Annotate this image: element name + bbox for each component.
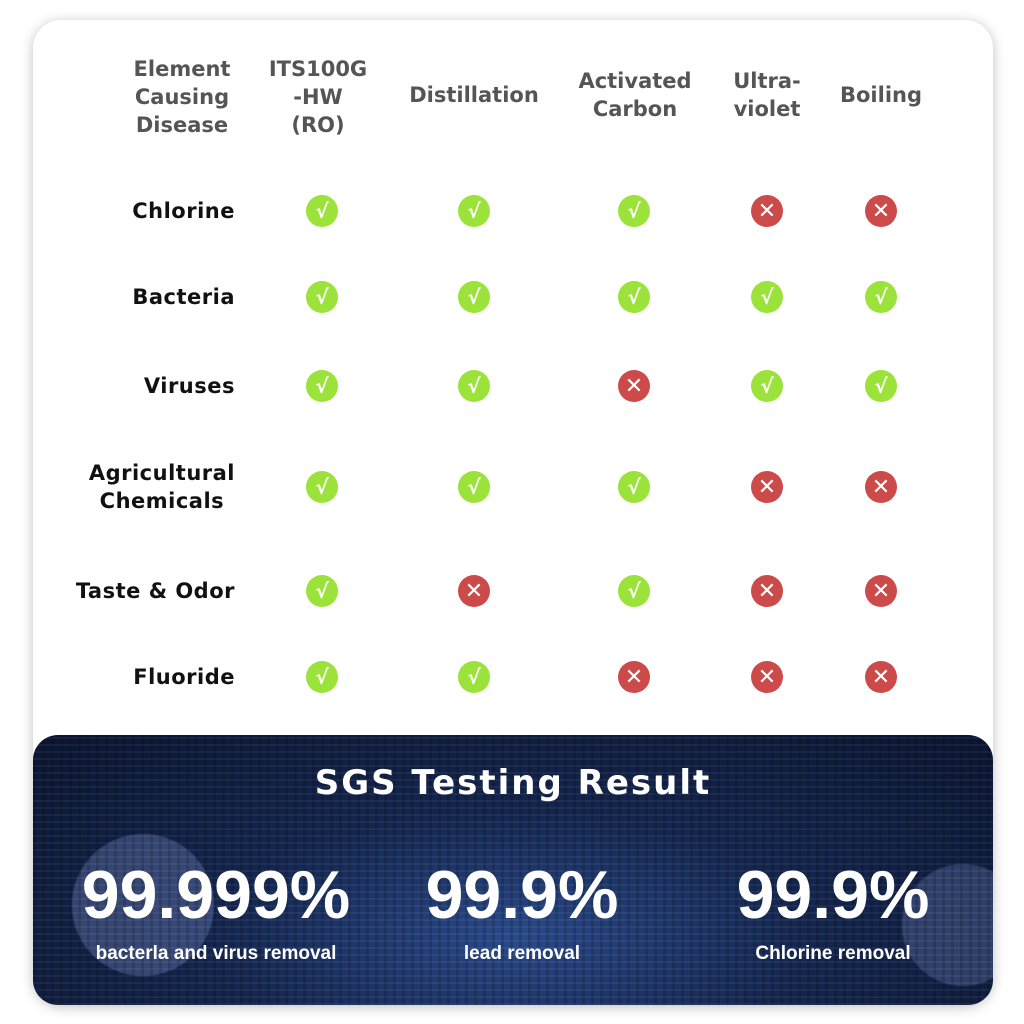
header-method: Distillation	[409, 83, 539, 107]
check-icon: √	[306, 370, 338, 402]
check-icon: √	[865, 370, 897, 402]
cross-icon: ✕	[865, 575, 897, 607]
stat-chlorine: 99.9% Chlorine removal	[737, 853, 930, 965]
row-label: Taste & Odor	[75, 579, 235, 603]
check-icon: √	[458, 370, 490, 402]
cross-icon: ✕	[865, 471, 897, 503]
check-icon: √	[458, 661, 490, 693]
sgs-panel: SGS Testing Result 99.999% bacterla and …	[33, 735, 993, 1005]
check-icon: √	[306, 471, 338, 503]
check-icon: √	[306, 195, 338, 227]
row-label: Fluoride	[133, 665, 235, 689]
check-icon: √	[306, 281, 338, 313]
stat-value: 99.999%	[81, 857, 351, 933]
check-icon: √	[458, 471, 490, 503]
cross-icon: ✕	[865, 661, 897, 693]
stat-bacteria-virus: 99.999% bacterla and virus removal	[82, 853, 350, 965]
header-method: Activated Carbon	[578, 69, 692, 121]
stat-value: 99.9%	[425, 857, 619, 933]
cross-icon: ✕	[618, 370, 650, 402]
cross-icon: ✕	[751, 575, 783, 607]
stat-label: bacterla and virus removal	[95, 943, 337, 964]
check-icon: √	[306, 661, 338, 693]
header-method: Ultra- violet	[733, 69, 801, 121]
header-element: Element Causing Disease	[133, 57, 231, 137]
check-icon: √	[751, 370, 783, 402]
sgs-title: SGS Testing Result	[314, 763, 712, 803]
cross-icon: ✕	[751, 661, 783, 693]
check-icon: √	[458, 195, 490, 227]
cross-icon: ✕	[458, 575, 490, 607]
check-icon: √	[751, 281, 783, 313]
row-label: Bacteria	[132, 285, 235, 309]
stat-value: 99.9%	[736, 857, 930, 933]
row-label: Viruses	[143, 374, 235, 398]
header-method: Boiling	[839, 83, 923, 107]
stat-label: lead removal	[463, 943, 581, 964]
check-icon: √	[618, 195, 650, 227]
header-method: ITS100G -HW (RO)	[268, 57, 368, 137]
stat-lead: 99.9% lead removal	[426, 853, 619, 965]
check-icon: √	[618, 471, 650, 503]
cross-icon: ✕	[618, 661, 650, 693]
cross-icon: ✕	[751, 195, 783, 227]
row-label: Agricultural Chemicals	[88, 461, 235, 513]
row-label: Chlorine	[132, 199, 235, 223]
check-icon: √	[618, 575, 650, 607]
check-icon: √	[458, 281, 490, 313]
cross-icon: ✕	[751, 471, 783, 503]
check-icon: √	[865, 281, 897, 313]
check-icon: √	[618, 281, 650, 313]
cross-icon: ✕	[865, 195, 897, 227]
stat-label: Chlorine removal	[755, 943, 911, 964]
check-icon: √	[306, 575, 338, 607]
